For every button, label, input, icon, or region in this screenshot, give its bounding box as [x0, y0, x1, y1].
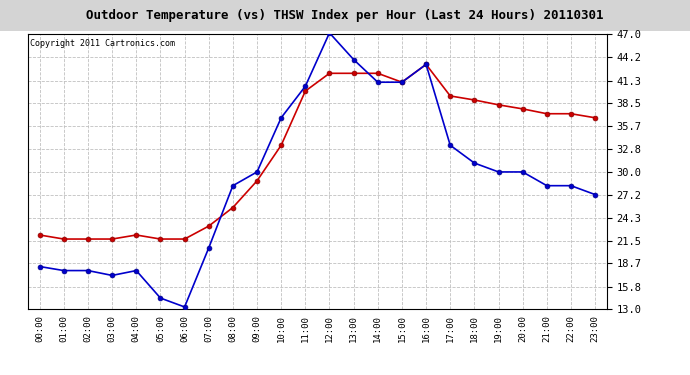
- Text: Copyright 2011 Cartronics.com: Copyright 2011 Cartronics.com: [30, 39, 175, 48]
- Text: Outdoor Temperature (vs) THSW Index per Hour (Last 24 Hours) 20110301: Outdoor Temperature (vs) THSW Index per …: [86, 9, 604, 22]
